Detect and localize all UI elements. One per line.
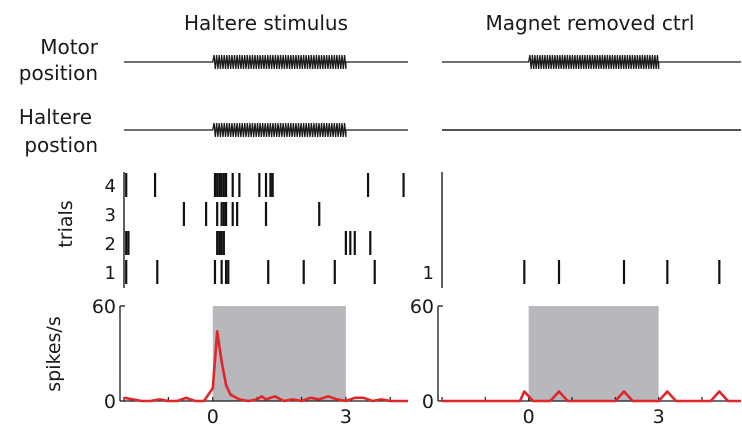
panel-title-left: Haltere stimulus [184,11,348,35]
rate-y-tick-label-0: 0 [422,391,434,413]
panel-title-right: Magnet removed ctrl [485,11,694,35]
trial-label-1: 1 [105,263,116,284]
position-trace-haltere [124,122,408,138]
haltere-row-label-line1: Haltere [19,105,92,129]
rate-y-tick-label-0: 0 [104,391,116,413]
motor-row-label-line1: Motor [40,35,99,59]
trial-label-1: 1 [423,263,434,284]
rate-x-tick-label-3: 3 [340,406,352,426]
panel-magnet-removed: 1 0 60 0 3 [410,54,741,426]
stimulus-patch [528,306,659,401]
rate-x-tick-label-0: 0 [207,406,219,426]
motor-row-label-line2: position [19,61,98,85]
trial-label-4: 4 [105,176,116,197]
psth-line [123,330,408,403]
position-trace-motor [124,54,408,70]
psth-line [442,390,741,403]
rate-axis-label: spikes/s [43,316,65,391]
rate-x-tick-label-3: 3 [653,406,665,426]
trial-label-3: 3 [105,205,116,226]
trial-label-2: 2 [105,234,116,255]
haltere-row-label-line2: postion [24,133,98,157]
panel-haltere-stimulus: 4 3 2 1 0 60 0 3 [92,54,408,426]
trials-axis-label: trials [55,200,77,247]
rate-y-tick-label-60: 60 [410,296,434,318]
stimulus-patch [212,306,346,401]
position-trace-motor [442,54,741,70]
rate-x-tick-label-0: 0 [523,406,535,426]
rate-y-tick-label-60: 60 [92,296,116,318]
